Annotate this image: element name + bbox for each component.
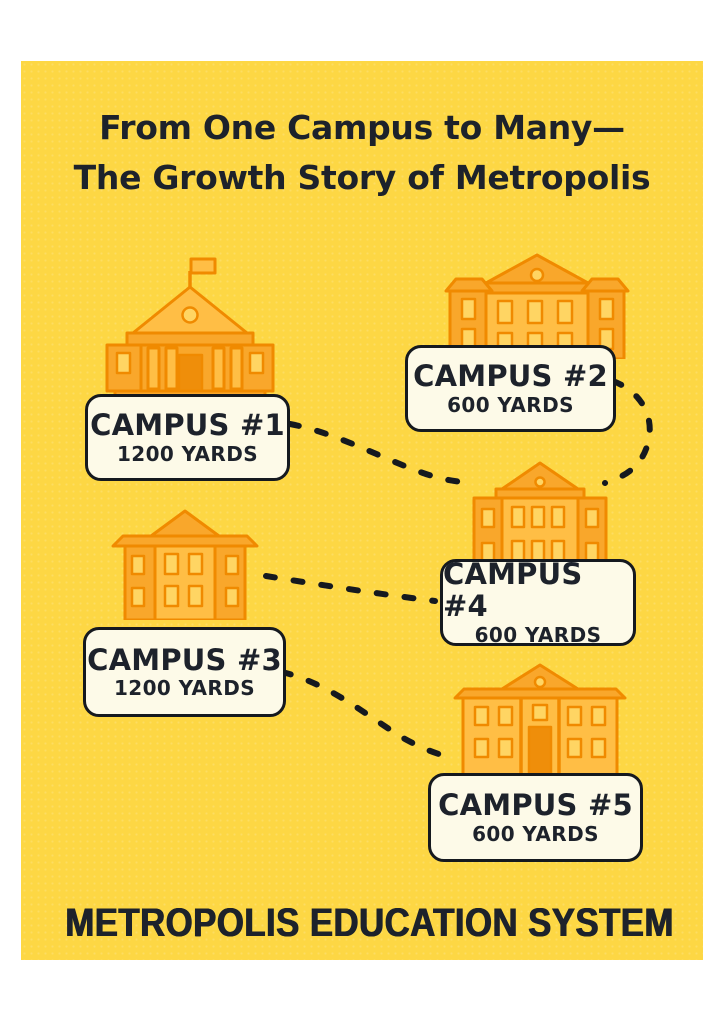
campus-2-building-icon (444, 253, 630, 359)
poster-title-line2: The Growth Story of Metropolis (73, 158, 651, 197)
campus-3-distance: 1200 YARDS (113, 676, 256, 701)
connector-campus1-campus4 (287, 421, 465, 485)
campus-4-distance: 600 YARDS (474, 622, 602, 647)
campus-5-building-icon (453, 663, 627, 775)
campus-3-name: CAMPUS #3 (87, 642, 282, 677)
campus-2-label: CAMPUS #2 600 YARDS (405, 345, 616, 432)
campus-5-distance: 600 YARDS (472, 821, 599, 846)
campus-1-label: CAMPUS #1 1200 YARDS (85, 394, 290, 481)
infographic-poster: From One Campus to Many— The Growth Stor… (21, 61, 703, 960)
poster-footer: METROPOLIS EDUCATION SYSTEM (65, 901, 674, 945)
campus-1-building-icon (105, 257, 275, 409)
poster-title: From One Campus to Many— The Growth Stor… (21, 103, 703, 203)
campus-5-name: CAMPUS #5 (438, 788, 633, 823)
connector-campus3-campus5 (279, 669, 456, 761)
campus-4-name: CAMPUS #4 (443, 557, 583, 623)
connector-campus3-campus4 (263, 573, 438, 604)
poster-title-line1: From One Campus to Many— (99, 108, 625, 147)
campus-4-building-icon (472, 461, 608, 595)
campus-1-name: CAMPUS #1 (90, 408, 285, 443)
campus-2-name: CAMPUS #2 (413, 359, 608, 394)
campus-5-label: CAMPUS #5 600 YARDS (428, 773, 643, 862)
campus-1-distance: 1200 YARDS (116, 441, 259, 466)
campus-3-label: CAMPUS #3 1200 YARDS (83, 627, 286, 717)
campus-2-distance: 600 YARDS (447, 392, 574, 417)
campus-3-building-icon (111, 509, 259, 620)
campus-4-label: CAMPUS #4 600 YARDS (440, 557, 636, 647)
